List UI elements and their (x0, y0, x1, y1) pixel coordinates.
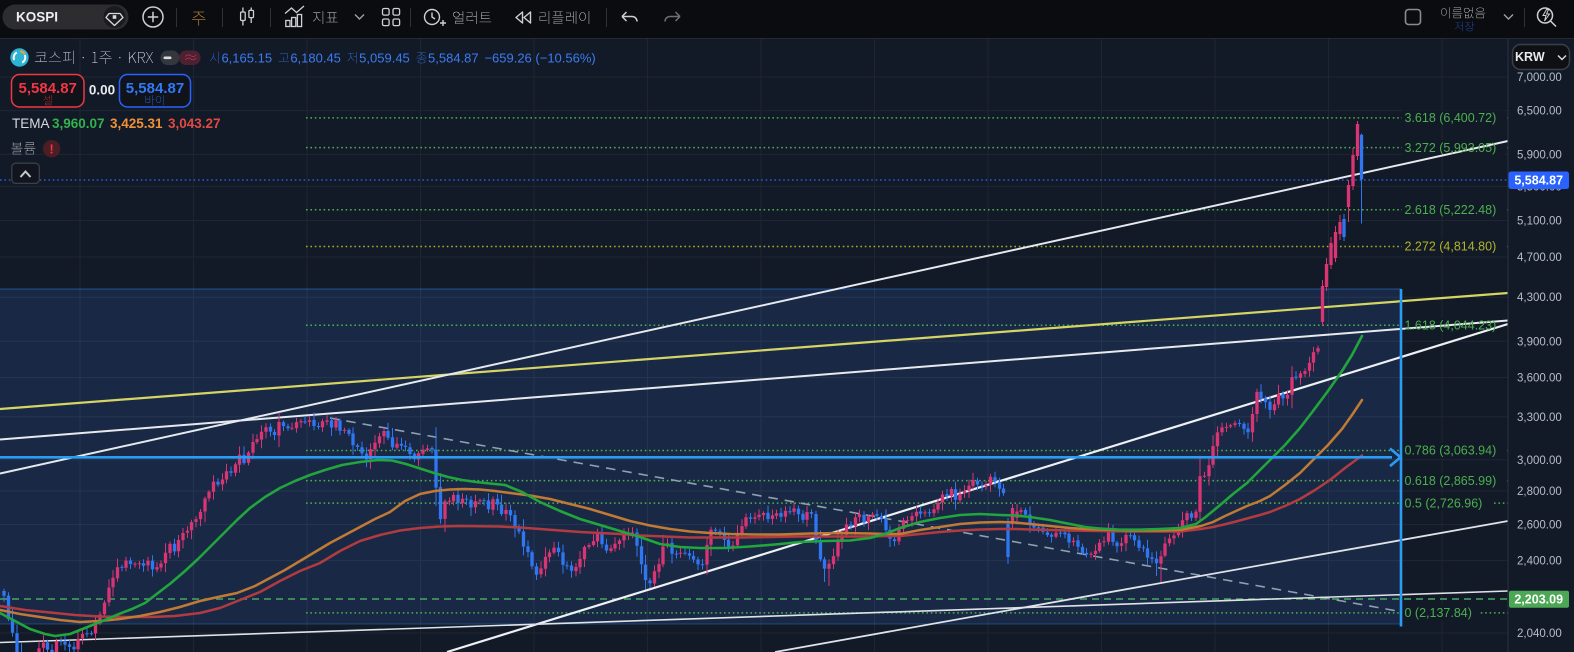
svg-text:3,600.00: 3,600.00 (1517, 373, 1562, 385)
svg-text:2,203.09: 2,203.09 (1514, 592, 1563, 606)
svg-text:5,584.87: 5,584.87 (1514, 174, 1563, 188)
svg-text:5,900.00: 5,900.00 (1517, 149, 1562, 161)
svg-text:4,700.00: 4,700.00 (1517, 252, 1562, 264)
svg-text:3,900.00: 3,900.00 (1517, 336, 1562, 348)
svg-text:1.618 (4,044.23): 1.618 (4,044.23) (1405, 318, 1497, 332)
svg-text:2,040.00: 2,040.00 (1517, 628, 1562, 640)
svg-text:5,100.00: 5,100.00 (1517, 216, 1562, 228)
svg-text:3,960.07: 3,960.07 (52, 116, 105, 131)
svg-text:−659.26 (−10.56%): −659.26 (−10.56%) (484, 51, 595, 66)
svg-text:0.00: 0.00 (89, 83, 115, 98)
svg-text:5,584.87: 5,584.87 (428, 51, 479, 66)
svg-text:4,300.00: 4,300.00 (1517, 292, 1562, 304)
svg-text:2.618 (5,222.48): 2.618 (5,222.48) (1405, 203, 1497, 217)
svg-text:3.272 (5,993.05): 3.272 (5,993.05) (1405, 141, 1497, 155)
svg-text:0.618 (2,865.99): 0.618 (2,865.99) (1405, 474, 1497, 488)
svg-text:0 (2,137.84): 0 (2,137.84) (1405, 606, 1472, 620)
svg-text:2,400.00: 2,400.00 (1517, 556, 1562, 568)
svg-text:KRW: KRW (1515, 50, 1545, 64)
svg-text:5,059.45: 5,059.45 (359, 51, 410, 66)
svg-text:KOSPI: KOSPI (16, 10, 58, 25)
svg-text:5,584.87: 5,584.87 (19, 80, 77, 97)
svg-text:2,600.00: 2,600.00 (1517, 520, 1562, 532)
svg-text:0.786 (3,063.94): 0.786 (3,063.94) (1405, 444, 1497, 458)
svg-text:3.618 (6,400.72): 3.618 (6,400.72) (1405, 111, 1497, 125)
svg-text:6,500.00: 6,500.00 (1517, 106, 1562, 118)
svg-text:TEMA: TEMA (12, 116, 50, 131)
svg-text:!: ! (50, 143, 54, 157)
svg-text:0.5 (2,726.96): 0.5 (2,726.96) (1405, 496, 1483, 510)
svg-text:3,300.00: 3,300.00 (1517, 412, 1562, 424)
svg-text:3,425.31: 3,425.31 (110, 116, 163, 131)
svg-text:5,584.87: 5,584.87 (126, 80, 184, 97)
svg-text:2.272 (4,814.80): 2.272 (4,814.80) (1405, 240, 1497, 254)
svg-text:2,800.00: 2,800.00 (1517, 486, 1562, 498)
svg-text:6,165.15: 6,165.15 (221, 51, 272, 66)
svg-text:3,043.27: 3,043.27 (168, 116, 221, 131)
svg-text:7,000.00: 7,000.00 (1517, 72, 1562, 84)
svg-text:3,000.00: 3,000.00 (1517, 455, 1562, 467)
svg-text:6,180.45: 6,180.45 (290, 51, 341, 66)
